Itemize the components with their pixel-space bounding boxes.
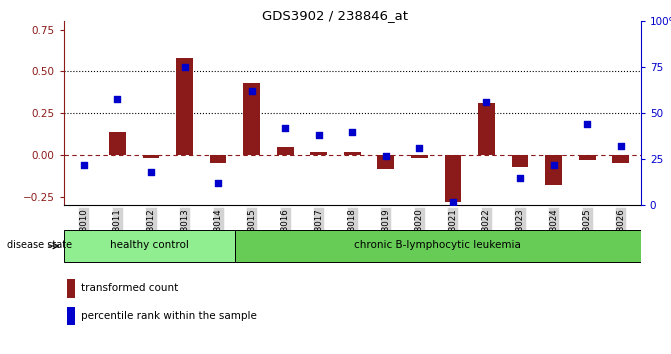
Bar bbox=[444, 155, 461, 202]
Bar bbox=[612, 155, 629, 164]
Bar bbox=[176, 58, 193, 155]
Bar bbox=[109, 132, 125, 155]
Text: chronic B-lymphocytic leukemia: chronic B-lymphocytic leukemia bbox=[354, 240, 521, 250]
Bar bbox=[276, 147, 293, 155]
Text: GDS3902 / 238846_at: GDS3902 / 238846_at bbox=[262, 9, 409, 22]
Bar bbox=[511, 155, 528, 167]
Point bbox=[481, 99, 492, 105]
Text: disease state: disease state bbox=[7, 240, 72, 250]
Bar bbox=[578, 155, 595, 160]
Point bbox=[380, 153, 391, 159]
Point bbox=[515, 175, 525, 181]
Point bbox=[79, 162, 89, 168]
FancyBboxPatch shape bbox=[235, 230, 641, 262]
FancyBboxPatch shape bbox=[64, 230, 235, 262]
Point bbox=[246, 88, 257, 94]
Bar bbox=[243, 83, 260, 155]
Bar bbox=[142, 155, 159, 159]
Point bbox=[179, 64, 190, 70]
Point bbox=[112, 96, 123, 101]
Bar bbox=[310, 152, 327, 155]
Point bbox=[582, 121, 592, 127]
Bar bbox=[67, 307, 75, 325]
Point bbox=[615, 144, 626, 149]
Point bbox=[414, 145, 425, 151]
Point bbox=[347, 129, 358, 135]
Point bbox=[146, 169, 156, 175]
Point bbox=[448, 199, 458, 205]
Bar bbox=[545, 155, 562, 185]
Point bbox=[280, 125, 291, 131]
Bar bbox=[478, 103, 495, 155]
Bar bbox=[209, 155, 226, 164]
Bar bbox=[67, 279, 75, 297]
Bar bbox=[377, 155, 394, 169]
Point bbox=[213, 181, 223, 186]
Bar bbox=[411, 155, 427, 159]
Bar bbox=[344, 152, 360, 155]
Point bbox=[313, 132, 324, 138]
Point bbox=[548, 162, 559, 168]
Text: percentile rank within the sample: percentile rank within the sample bbox=[81, 310, 256, 321]
Text: transformed count: transformed count bbox=[81, 284, 178, 293]
Text: healthy control: healthy control bbox=[110, 240, 189, 250]
